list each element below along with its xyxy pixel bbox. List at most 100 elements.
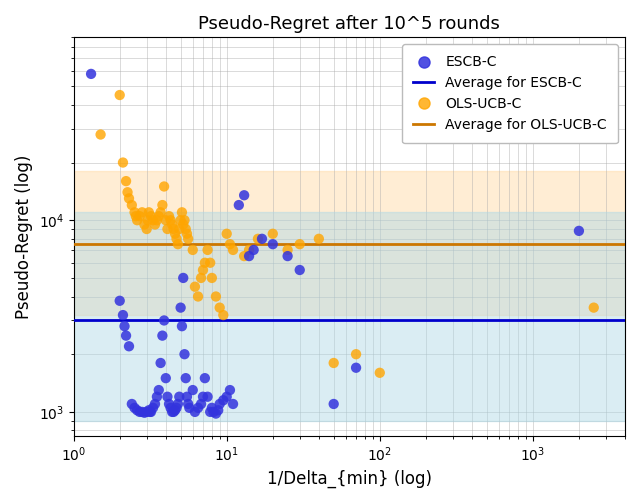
Point (178, 220, 188, 228)
Point (134, 408, 145, 416)
Point (190, 408, 200, 416)
Point (161, 216, 171, 224)
Point (294, 266, 305, 274)
Point (163, 393, 173, 401)
Point (137, 408, 147, 416)
Point (268, 240, 278, 248)
Point (174, 225, 184, 233)
Point (182, 393, 192, 401)
Y-axis label: Pseudo-Regret (log): Pseudo-Regret (log) (15, 154, 33, 319)
Point (225, 386, 235, 394)
Point (180, 374, 191, 382)
Point (190, 283, 200, 291)
Point (374, 369, 385, 377)
Point (170, 230, 180, 238)
Point (239, 191, 249, 199)
Point (228, 400, 238, 408)
Point (209, 408, 219, 416)
Point (132, 216, 142, 224)
Point (150, 220, 160, 228)
Point (282, 252, 292, 260)
Point (179, 216, 189, 224)
Point (218, 396, 228, 404)
Point (172, 404, 182, 412)
Point (121, 177, 131, 185)
Point (154, 212, 164, 220)
Point (253, 235, 263, 243)
Point (86, 70, 96, 78)
Point (180, 225, 191, 233)
Point (589, 304, 599, 312)
Point (175, 304, 186, 312)
Point (179, 350, 189, 358)
Point (294, 240, 305, 248)
Point (188, 386, 198, 394)
Point (146, 408, 156, 416)
Point (205, 259, 215, 267)
Point (146, 212, 156, 220)
Point (244, 252, 254, 260)
Point (211, 292, 221, 300)
Point (574, 227, 584, 235)
Point (200, 374, 210, 382)
Point (248, 246, 259, 254)
Point (172, 235, 182, 243)
Point (143, 216, 153, 224)
Point (145, 408, 155, 416)
Point (188, 246, 198, 254)
Bar (74, 172, 625, 315)
Point (152, 216, 162, 224)
Point (163, 225, 173, 233)
Point (213, 406, 223, 414)
Point (161, 374, 171, 382)
Point (129, 208, 140, 216)
Point (127, 400, 137, 408)
Point (173, 240, 183, 248)
Point (282, 246, 292, 254)
Point (183, 235, 193, 243)
Point (198, 393, 208, 401)
Point (129, 404, 140, 412)
Point (148, 404, 158, 412)
Point (120, 322, 130, 330)
X-axis label: 1/Delta_{min} (log): 1/Delta_{min} (log) (267, 470, 432, 488)
Point (115, 91, 125, 99)
Point (157, 201, 168, 209)
Point (127, 201, 137, 209)
Point (196, 400, 206, 408)
Point (170, 406, 180, 414)
Point (140, 220, 150, 228)
Point (205, 408, 215, 416)
Point (122, 188, 132, 196)
Point (228, 246, 238, 254)
Point (154, 386, 164, 394)
Point (200, 259, 210, 267)
Point (168, 225, 179, 233)
Point (198, 266, 208, 274)
Legend: ESCB-C, Average for ESCB-C, OLS-UCB-C, Average for OLS-UCB-C: ESCB-C, Average for ESCB-C, OLS-UCB-C, A… (403, 44, 618, 143)
Point (118, 158, 128, 166)
Point (144, 406, 154, 414)
Point (328, 400, 339, 408)
Point (244, 246, 254, 254)
Point (221, 393, 232, 401)
Point (225, 240, 235, 248)
Point (173, 400, 183, 408)
Point (131, 212, 141, 220)
Point (157, 331, 168, 340)
Point (150, 400, 160, 408)
Point (141, 225, 152, 233)
Point (141, 408, 152, 416)
Point (202, 246, 212, 254)
Point (164, 400, 174, 408)
Point (168, 408, 179, 416)
Point (207, 404, 217, 412)
Point (95, 130, 106, 138)
Point (184, 404, 195, 412)
Point (234, 201, 244, 209)
Point (166, 404, 176, 412)
Point (193, 404, 203, 412)
Point (148, 216, 158, 224)
Point (351, 364, 361, 372)
Title: Pseudo-Regret after 10^5 rounds: Pseudo-Regret after 10^5 rounds (198, 15, 500, 33)
